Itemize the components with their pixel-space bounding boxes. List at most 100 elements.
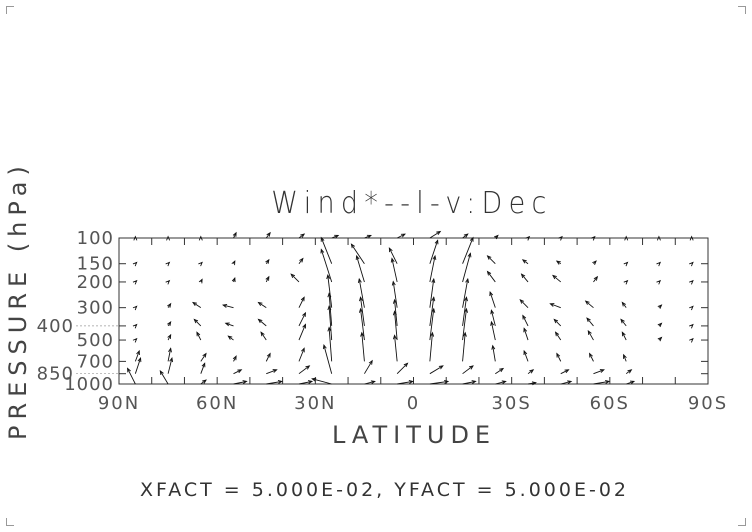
wind-vector (429, 379, 450, 385)
vector-shaft (233, 380, 247, 385)
vector-shaft (331, 234, 339, 239)
vector-head (357, 277, 362, 284)
vector-head (193, 318, 199, 324)
wind-vector (396, 362, 409, 375)
vector-head (621, 301, 626, 307)
vector-shaft (298, 348, 305, 362)
vector-head (237, 369, 243, 374)
vector-head (689, 323, 694, 329)
vector-head (555, 260, 561, 265)
x-tick-label: 30S (491, 393, 531, 414)
vector-head (522, 314, 527, 320)
wind-vector (159, 370, 169, 385)
vector-shaft (290, 273, 300, 283)
vector-shaft (394, 311, 398, 341)
wind-vector (490, 320, 496, 341)
vector-head (266, 231, 271, 237)
wind-vector (623, 353, 627, 362)
wind-vector (166, 235, 171, 241)
wind-vector (486, 255, 496, 265)
vector-head (388, 247, 393, 253)
wind-vector (625, 369, 633, 375)
vector-shaft (593, 380, 610, 385)
wind-vector (134, 356, 142, 374)
vector-head (494, 234, 499, 240)
wind-vector (554, 331, 562, 341)
wind-vector (593, 275, 599, 283)
vector-head (327, 326, 332, 332)
vector-shaft (320, 237, 333, 264)
vector-shaft (356, 255, 365, 283)
vector-shaft (623, 354, 627, 362)
vector-head (302, 311, 306, 317)
wind-vector (522, 314, 529, 327)
wind-vector (519, 299, 529, 308)
wind-vector (593, 380, 611, 385)
vector-head (657, 336, 663, 342)
vector-head (464, 307, 469, 313)
vector-shaft (462, 308, 467, 341)
wind-vector (657, 322, 663, 328)
vector-shaft (462, 237, 474, 264)
vector-head (656, 235, 661, 241)
vector-shaft (394, 335, 398, 362)
vector-head (523, 349, 528, 355)
wind-vector (689, 261, 694, 267)
vector-shaft (492, 345, 496, 362)
vector-shaft (225, 322, 234, 327)
wind-vector (527, 381, 537, 386)
wind-vector (200, 362, 206, 374)
wind-vector (623, 261, 629, 267)
wind-vector (624, 235, 629, 241)
vector-head (629, 380, 636, 385)
vector-head (299, 257, 304, 263)
vector-shaft (298, 297, 305, 308)
wind-vector (311, 377, 332, 385)
wind-vector (165, 279, 171, 285)
wind-vector (491, 344, 496, 362)
vector-head (554, 331, 560, 337)
wind-vector (552, 274, 562, 283)
wind-vector (623, 279, 629, 285)
wind-vector (429, 331, 435, 362)
vector-head (167, 321, 172, 327)
vector-head (168, 347, 172, 353)
vector-head (624, 235, 629, 241)
vector-head (462, 331, 467, 337)
wind-vector (429, 230, 442, 239)
vector-shaft (159, 370, 169, 385)
vector-head (166, 235, 171, 241)
vector-head (657, 322, 663, 328)
y-tick-label: 200 (77, 272, 114, 293)
vector-head (257, 301, 263, 307)
vector-head (529, 369, 535, 374)
wind-vector (495, 380, 507, 385)
wind-vector (462, 236, 474, 264)
wind-vector (587, 329, 594, 341)
wind-vector (549, 303, 561, 309)
vector-shaft (490, 321, 496, 341)
wind-vector (193, 318, 202, 327)
wind-vector (167, 356, 174, 374)
wind-vector (358, 307, 365, 341)
wind-vector (327, 326, 333, 362)
vector-shaft (620, 319, 627, 327)
wind-vector (657, 304, 663, 309)
vector-shaft (260, 332, 267, 341)
vector-head (320, 248, 325, 254)
wind-vector (326, 274, 333, 308)
wind-vector (462, 380, 477, 385)
vector-head (307, 380, 314, 385)
vector-head (232, 355, 237, 361)
wind-vector (462, 307, 469, 341)
wind-vector (198, 235, 203, 241)
wind-vector (232, 231, 237, 239)
wind-vector (298, 323, 306, 341)
wind-vector (489, 290, 496, 308)
wind-vector (132, 279, 138, 285)
vector-head (525, 235, 531, 241)
wind-vector (257, 318, 267, 327)
vector-shaft (388, 247, 398, 264)
y-tick-label: 700 (77, 351, 114, 372)
